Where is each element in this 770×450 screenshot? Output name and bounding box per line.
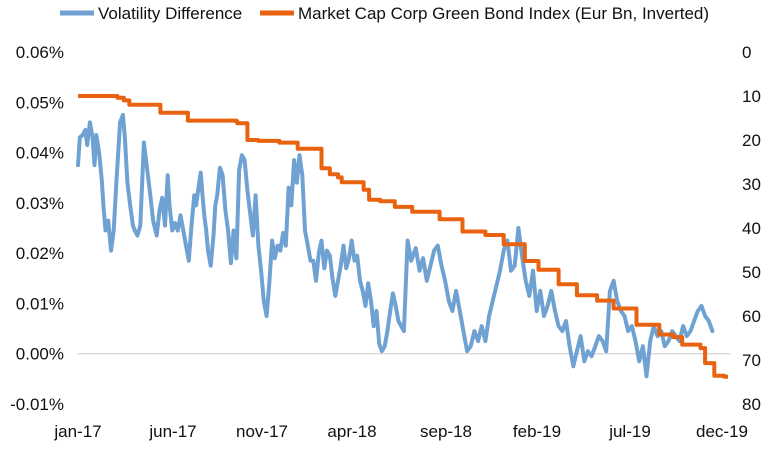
x-tick-label: jan-17	[53, 422, 101, 441]
legend-index-label: Market Cap Corp Green Bond Index (Eur Bn…	[298, 4, 709, 23]
y-left-tick-label: 0.02%	[16, 244, 64, 263]
y-left-tick-label: 0.05%	[16, 93, 64, 112]
volatility-difference-line	[76, 112, 715, 379]
x-tick-label: jun-17	[148, 422, 196, 441]
y-right-tick-label: 50	[742, 263, 761, 282]
y-left-tick-label: 0.06%	[16, 43, 64, 62]
x-tick-label: dec-19	[696, 422, 748, 441]
y-left-tick-label: 0.01%	[16, 294, 64, 313]
x-tick-label: sep-18	[420, 422, 472, 441]
y-right-tick-label: 30	[742, 175, 761, 194]
x-tick-label: jul-19	[608, 422, 651, 441]
plot-area	[76, 94, 728, 379]
y-left-tick-label: 0.04%	[16, 144, 64, 163]
x-tick-label: apr-18	[327, 422, 376, 441]
y-right-tick-label: 80	[742, 395, 761, 414]
x-tick-label: nov-17	[236, 422, 288, 441]
y-right-tick-label: 10	[742, 87, 761, 106]
y-right-tick-label: 20	[742, 131, 761, 150]
axes: -0.01% 0.00% 0.01% 0.02% 0.03% 0.04% 0.05% 0.06…	[10, 43, 761, 441]
y-right-tick-label: 0	[742, 43, 751, 62]
y-right-tick-label: 40	[742, 219, 761, 238]
y-left-tick-label: 0.03%	[16, 194, 64, 213]
green-bond-index-line	[78, 94, 728, 379]
x-tick-label: feb-19	[513, 422, 561, 441]
legend: Volatility Difference Market Cap Corp Gr…	[60, 4, 709, 23]
y-right-tick-label: 70	[742, 351, 761, 370]
y-right-tick-label: 60	[742, 307, 761, 326]
legend-volatility-label: Volatility Difference	[98, 4, 242, 23]
y-left-tick-label: -0.01%	[10, 395, 64, 414]
y-left-tick-label: 0.00%	[16, 345, 64, 364]
